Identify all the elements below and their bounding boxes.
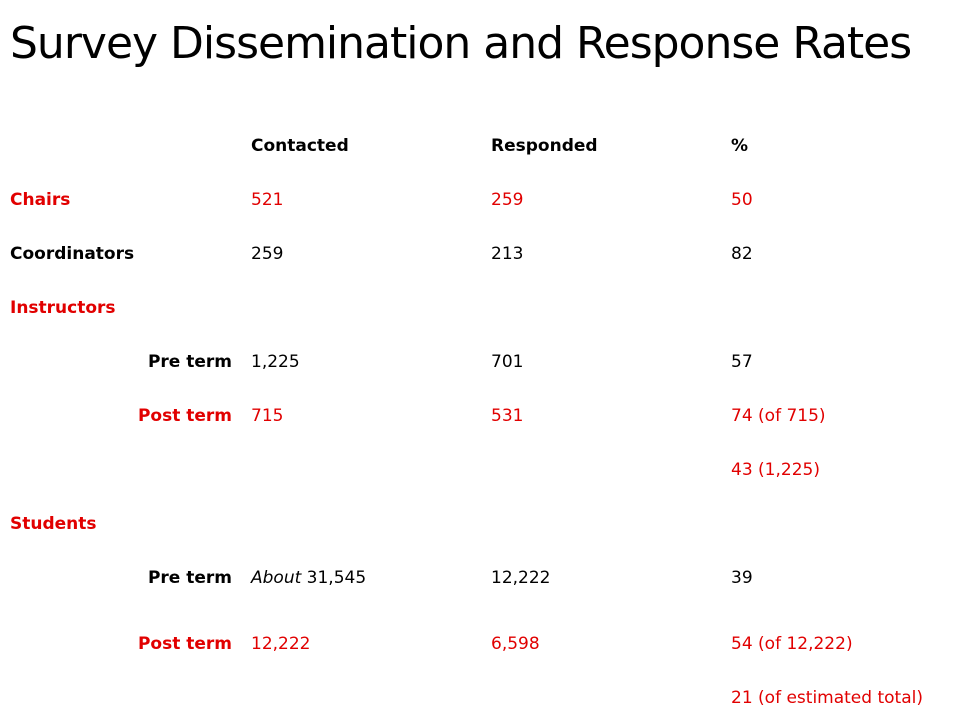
chairs-responded: 259: [491, 190, 524, 210]
instructors-post-percent: 74 (of 715): [731, 406, 826, 426]
instructors-pre-contacted: 1,225: [251, 352, 300, 372]
row-label-chairs: Chairs: [10, 190, 71, 210]
row-label-instructors-post: Post term: [137, 406, 232, 426]
instructors-pre-responded: 701: [491, 352, 524, 372]
students-pre-percent: 39: [731, 568, 753, 588]
students-pre-responded: 12,222: [491, 568, 551, 588]
instructors-post-contacted: 715: [251, 406, 284, 426]
row-label-students-post: Post term: [137, 634, 232, 654]
section-label-students: Students: [10, 514, 97, 534]
header-responded: Responded: [491, 136, 598, 156]
header-contacted: Contacted: [251, 136, 349, 156]
chairs-contacted: 521: [251, 190, 284, 210]
coordinators-contacted: 259: [251, 244, 284, 264]
instructors-pre-percent: 57: [731, 352, 753, 372]
row-label-coordinators: Coordinators: [10, 244, 135, 264]
coordinators-responded: 213: [491, 244, 524, 264]
students-post-responded: 6,598: [491, 634, 540, 654]
students-pre-contacted-value: 31,545: [306, 568, 367, 588]
row-label-instructors-pre: Pre term: [147, 352, 232, 372]
chairs-percent: 50: [731, 190, 753, 210]
students-pre-contacted-prefix: About: [251, 568, 302, 588]
students-pre-contacted: About 31,545: [251, 568, 366, 588]
instructors-post-responded: 531: [491, 406, 524, 426]
slide-title: Survey Dissemination and Response Rates: [10, 18, 912, 69]
row-label-students-pre: Pre term: [147, 568, 232, 588]
section-label-instructors: Instructors: [10, 298, 116, 318]
header-percent: %: [731, 136, 749, 156]
coordinators-percent: 82: [731, 244, 753, 264]
students-post-contacted: 12,222: [251, 634, 311, 654]
students-post-percent: 54 (of 12,222): [731, 634, 853, 654]
instructors-post-percent-extra: 43 (1,225): [731, 460, 820, 480]
students-post-percent-extra: 21 (of estimated total): [731, 688, 923, 708]
